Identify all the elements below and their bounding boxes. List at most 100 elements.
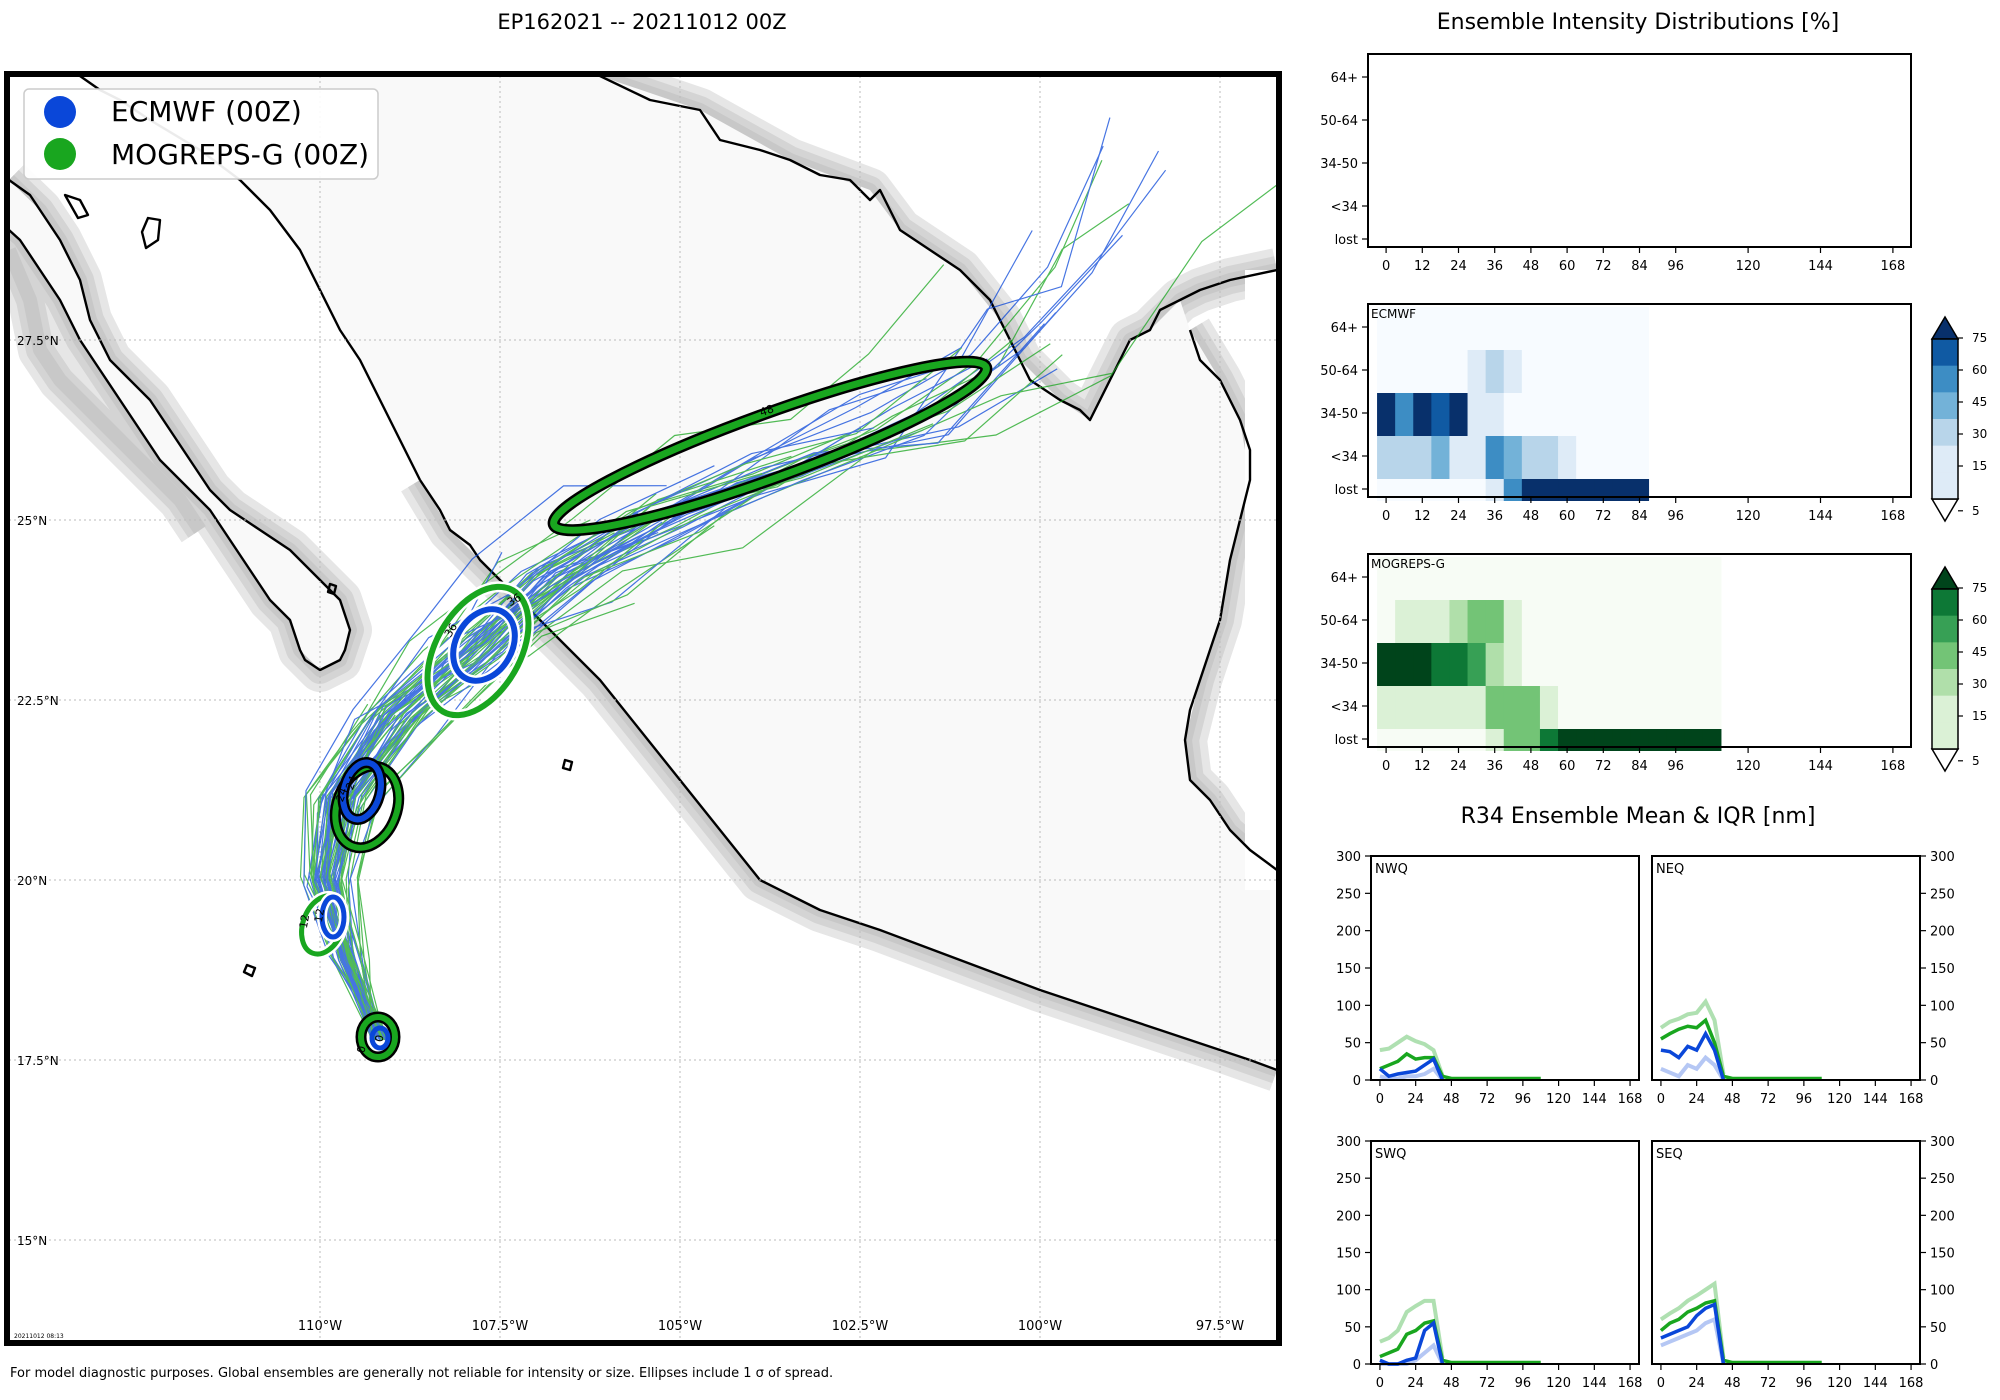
heatmap-cell: [1558, 686, 1577, 729]
heatmap-cell: [1594, 557, 1613, 600]
heatmap-cell: [1467, 436, 1487, 479]
colorbar-extend-bottom: [1930, 748, 1960, 773]
r34-ylabel: 200: [1930, 1209, 1955, 1224]
heatmap-cell: [1431, 686, 1450, 729]
r34-series-line: [1378, 1056, 1445, 1081]
heatmap-cell: [1467, 729, 1487, 751]
heatmap-cell: [1594, 686, 1613, 729]
r34-ylabel: 250: [1930, 887, 1955, 902]
heatmap-cell: [1521, 436, 1541, 479]
colorbar-segment: [1932, 669, 1958, 697]
r34-quadrant-label: NEQ: [1656, 862, 1684, 877]
ellipse-label: 48: [758, 402, 776, 419]
heatmap-cell: [1576, 479, 1595, 501]
r34-quadrant-label: SEQ: [1656, 1147, 1683, 1162]
r34-xlabel: 120: [1546, 1376, 1571, 1391]
map-frame: [4, 71, 1282, 1346]
heatmap-cell: [1612, 729, 1631, 751]
heatmap-cell: [1395, 686, 1414, 729]
lon-label: 100°W: [1018, 1319, 1062, 1334]
r34-xlabel: 24: [1407, 1092, 1424, 1107]
heatmap-ylabel: 34-50: [1320, 157, 1358, 172]
r34-ylabel: 50: [1930, 1037, 1947, 1052]
heatmap-xlabel: 168: [1880, 259, 1905, 274]
heatmap-xlabel: 168: [1880, 759, 1905, 774]
heatmap-cell: [1521, 686, 1541, 729]
lon-label: 110°W: [298, 1319, 342, 1334]
heatmap-ylabel: 64+: [1331, 571, 1358, 586]
colorbar-label: 45: [1972, 395, 1987, 409]
heatmap-cell: [1594, 393, 1613, 436]
r34-iqr-lower: [1379, 1066, 1445, 1082]
heatmap-cell: [1377, 729, 1396, 751]
heatmap-cell: [1630, 479, 1650, 501]
heatmap-xlabel: 12: [1414, 509, 1431, 524]
ellipse-label: 24: [343, 774, 360, 792]
heatmap-cell: [1612, 479, 1631, 501]
r34-ylabel: 150: [1336, 1247, 1361, 1262]
heatmap-cell: [1594, 350, 1613, 393]
heatmap-cell: [1612, 643, 1631, 686]
colorbar-label: 75: [1972, 331, 1987, 345]
r34-ylabel: 250: [1336, 1172, 1361, 1187]
spread-ellipses: [296, 355, 993, 1063]
heatmap-ylabel: 64+: [1331, 71, 1358, 86]
heatmap-cell: [1539, 686, 1559, 729]
heatmap-cell: [1521, 350, 1541, 393]
heatmap-cell: [1521, 557, 1541, 600]
heatmap-xlabel: 84: [1631, 259, 1648, 274]
heatmap-ylabel: 50-64: [1320, 364, 1358, 379]
heatmap-cell: [1666, 729, 1686, 751]
lat-label: 22.5°N: [17, 694, 59, 708]
heatmap-cell: [1503, 479, 1523, 501]
heatmap-xlabel: 72: [1595, 509, 1612, 524]
heatmap-cell: [1612, 600, 1631, 643]
lon-label: 97.5°W: [1196, 1319, 1244, 1334]
mogreps-legend-marker: [44, 138, 76, 170]
heatmap-ylabel: <34: [1331, 200, 1358, 215]
ellipse-label: 36: [505, 591, 524, 609]
colorbar-segment: [1932, 445, 1958, 473]
heatmap-cell: [1503, 643, 1523, 686]
heatmap-cell: [1395, 729, 1414, 751]
track-line: [308, 730, 381, 1041]
r34-ylabel: 100: [1336, 1284, 1361, 1299]
r34-ylabel: 50: [1344, 1037, 1361, 1052]
heatmap-cell: [1503, 686, 1523, 729]
r34-ylabel: 200: [1930, 925, 1955, 940]
ellipse-label: 0: [373, 1034, 387, 1043]
heatmap-cell: [1539, 393, 1559, 436]
r34-xlabel: 48: [1443, 1092, 1460, 1107]
heatmap-xlabel: 60: [1559, 259, 1576, 274]
heatmap-cell: [1395, 600, 1414, 643]
heatmap-xlabel: 0: [1382, 759, 1390, 774]
heatmap-xlabel: 144: [1808, 259, 1833, 274]
r34-quadrant-label: SWQ: [1375, 1147, 1406, 1162]
heatmap-cell: [1395, 393, 1414, 436]
heatmap-cell: [1377, 350, 1396, 393]
heatmap-cell: [1395, 350, 1414, 393]
heatmap-ylabel: 34-50: [1320, 407, 1358, 422]
heatmap-cell: [1612, 350, 1631, 393]
r34-xlabel: 24: [1688, 1376, 1705, 1391]
heatmap-cell: [1576, 393, 1595, 436]
heatmap-frame: [1367, 53, 1912, 248]
colorbar-label: 45: [1972, 645, 1987, 659]
heatmap-xlabel: 12: [1414, 259, 1431, 274]
heatmap-cell: [1594, 729, 1613, 751]
heatmap-xlabel: 48: [1523, 259, 1540, 274]
heatmap-cell: [1467, 350, 1487, 393]
heatmap-ylabel: 50-64: [1320, 114, 1358, 129]
heatmap-cell: [1377, 643, 1396, 686]
heatmap-cell: [1648, 600, 1668, 643]
heatmap-xlabel: 24: [1450, 509, 1467, 524]
heatmap-cell: [1612, 557, 1631, 600]
heatmap-cell: [1594, 643, 1613, 686]
heatmap-cell: [1558, 557, 1577, 600]
colorbar-segment: [1932, 419, 1958, 447]
heatmap-cell: [1521, 307, 1541, 350]
heatmap-cell: [1431, 729, 1450, 751]
heatmap-cell: [1431, 436, 1450, 479]
heatmap-cell: [1503, 350, 1523, 393]
